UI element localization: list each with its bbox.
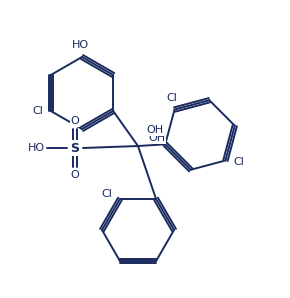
Text: O: O	[71, 116, 79, 126]
Text: O: O	[71, 170, 79, 180]
Text: HO: HO	[71, 40, 88, 50]
Text: Cl: Cl	[166, 93, 177, 103]
Text: Cl: Cl	[101, 189, 112, 199]
Text: Cl: Cl	[233, 157, 244, 167]
Text: HO: HO	[28, 143, 45, 153]
Text: OH: OH	[146, 125, 163, 135]
Text: Cl: Cl	[32, 106, 43, 116]
Text: OH: OH	[148, 133, 165, 143]
Text: S: S	[70, 142, 79, 154]
